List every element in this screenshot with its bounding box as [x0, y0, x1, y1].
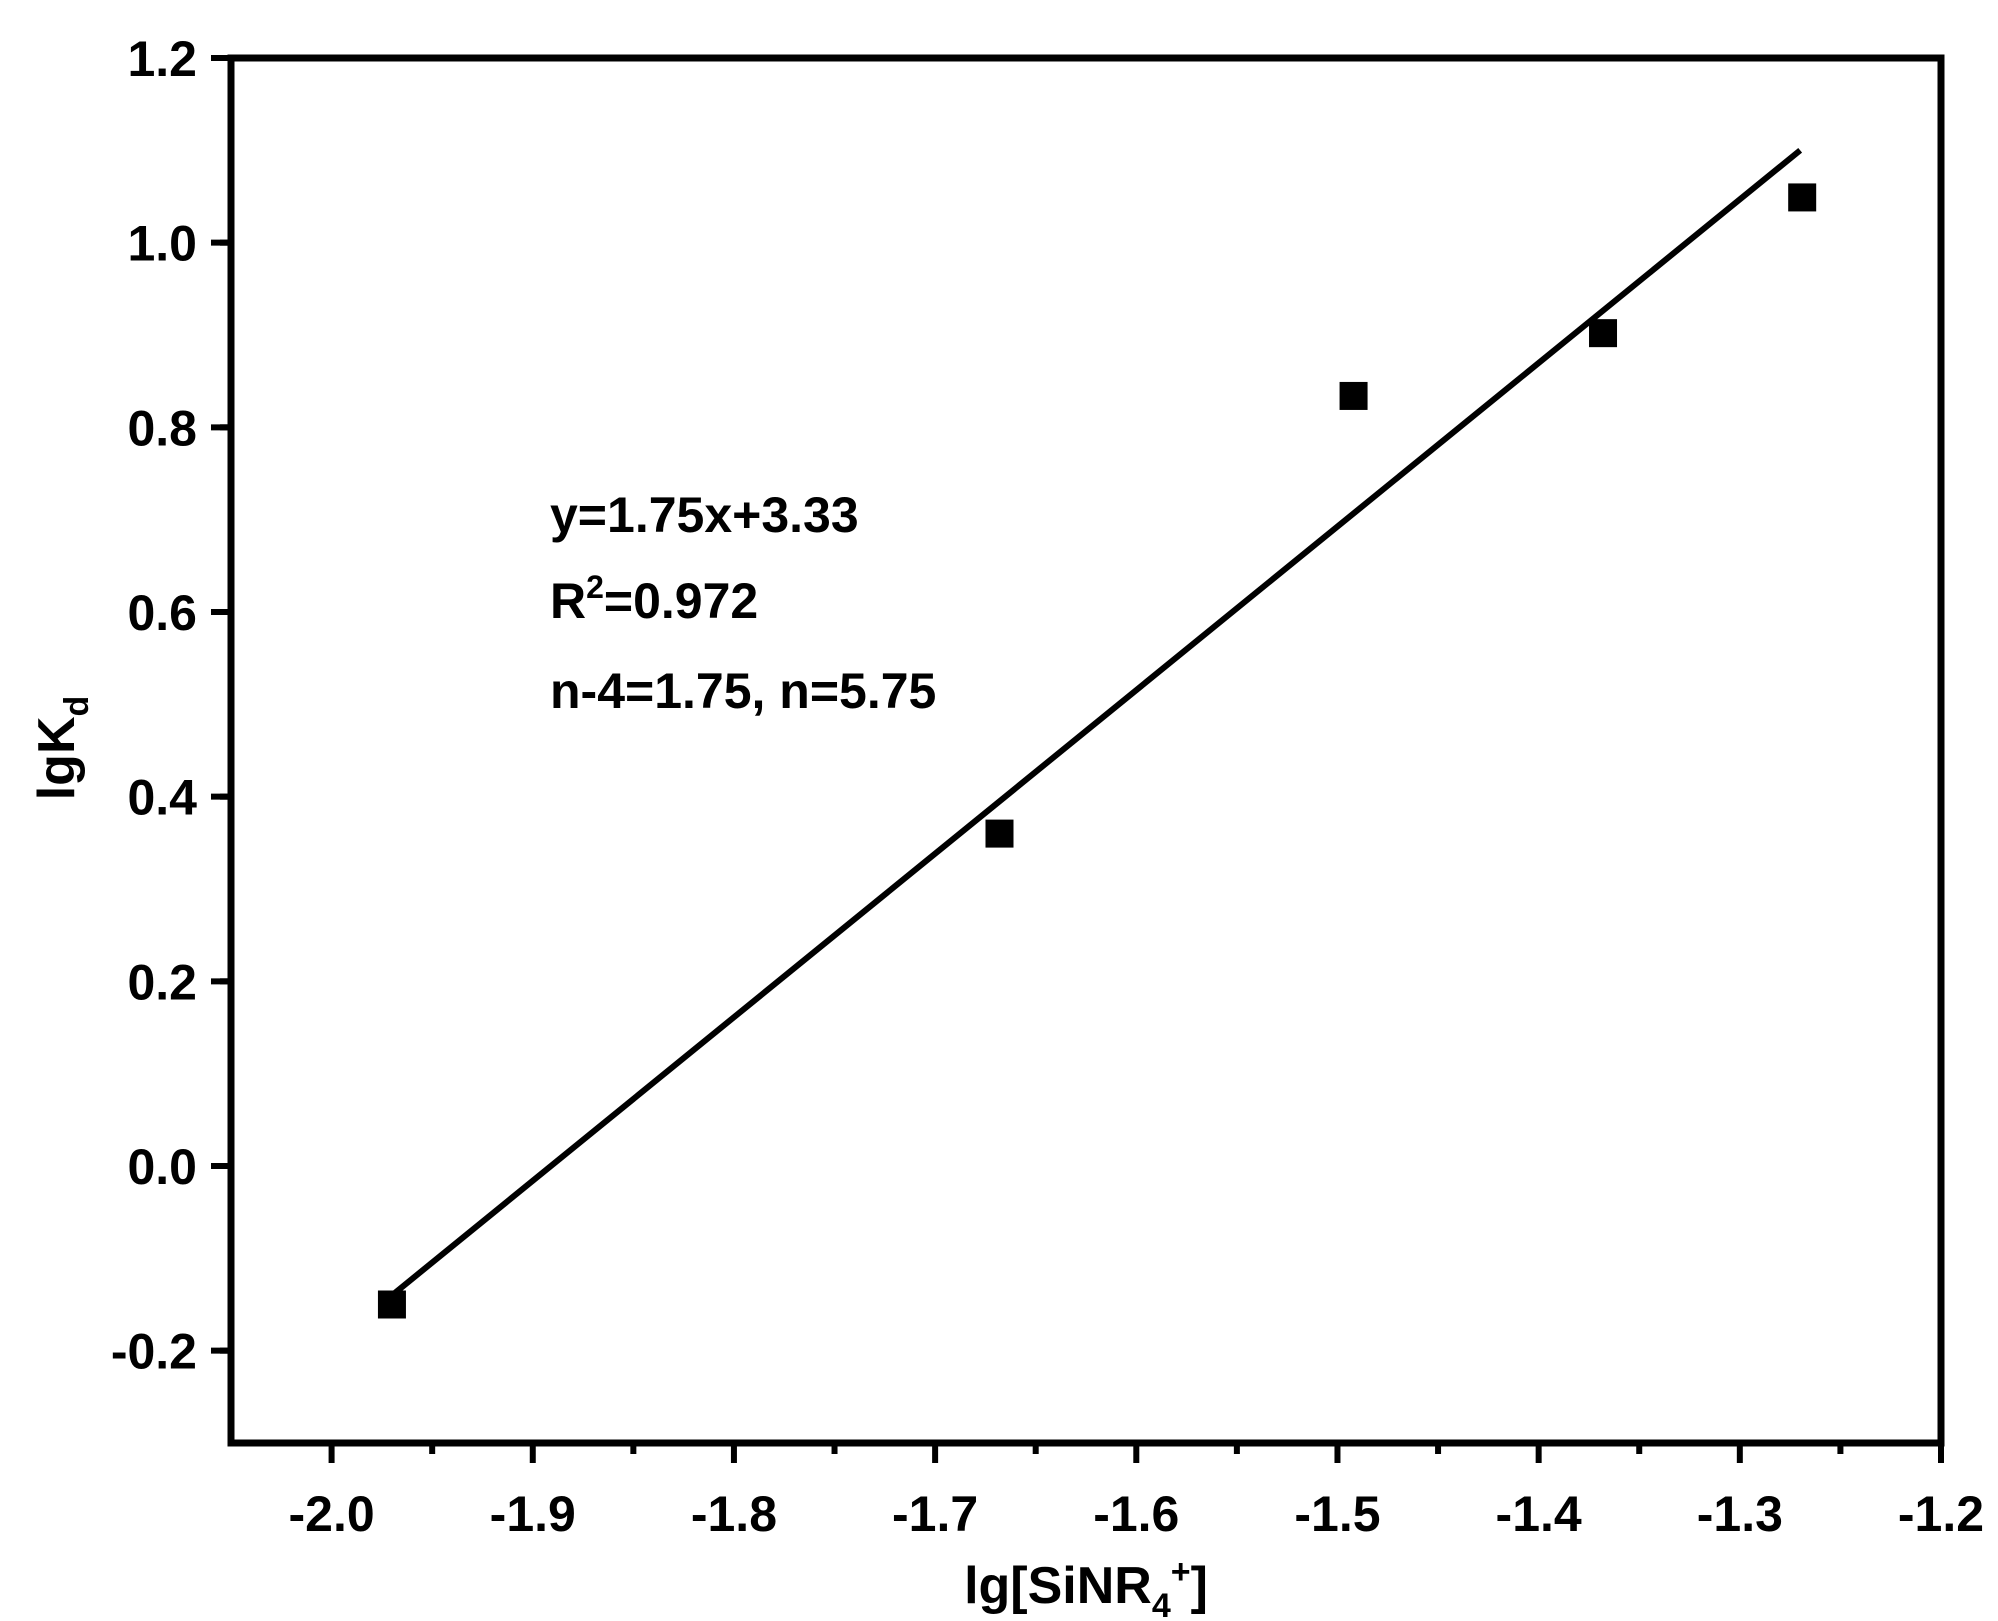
data-point — [985, 819, 1014, 848]
y-tick-label: 0.8 — [127, 400, 197, 456]
x-tick-label: -2.0 — [289, 1486, 375, 1542]
x-tick-label: -1.8 — [691, 1486, 777, 1542]
y-tick-label: 0.4 — [127, 770, 197, 826]
y-axis-title: lgKd — [28, 696, 96, 801]
x-tick-labels: -2.0 -1.9 -1.8 -1.7 -1.6 -1.5 -1.4 -1.3 -1.2 — [289, 1486, 1985, 1542]
x-tick-label: -1.6 — [1093, 1486, 1179, 1542]
data-point — [1589, 319, 1618, 348]
y-tick-label: -0.2 — [111, 1324, 197, 1380]
x-tick-label: -1.5 — [1294, 1486, 1380, 1542]
x-tick-label: -1.7 — [892, 1486, 978, 1542]
data-point — [1339, 381, 1368, 410]
fit-line — [390, 148, 1803, 1298]
r-squared-annotation: R2=0.972 — [550, 569, 758, 629]
y-tick-label: 0.2 — [127, 954, 197, 1010]
x-tick-label: -1.9 — [490, 1486, 576, 1542]
x-tick-label: -1.3 — [1697, 1486, 1783, 1542]
equation-annotation: y=1.75x+3.33 — [550, 487, 859, 543]
y-tick-label: 0.0 — [127, 1139, 197, 1195]
data-point — [1788, 183, 1817, 212]
x-tick-label: -1.4 — [1496, 1486, 1582, 1542]
data-point — [377, 1290, 406, 1319]
plot-frame — [227, 54, 1945, 1447]
y-tick-label: 1.2 — [127, 31, 197, 87]
y-tick-label: 1.0 — [127, 216, 197, 272]
x-axis-title: lg[SiNR4+] — [964, 1553, 1208, 1621]
y-tick-labels: -0.2 0.0 0.2 0.4 0.6 0.8 1.0 1.2 — [111, 31, 197, 1380]
ticks — [211, 55, 1944, 1463]
data-points — [377, 183, 1817, 1319]
y-tick-label: 0.6 — [127, 585, 197, 641]
x-tick-label: -1.2 — [1898, 1486, 1984, 1542]
n-annotation: n-4=1.75, n=5.75 — [550, 663, 936, 719]
